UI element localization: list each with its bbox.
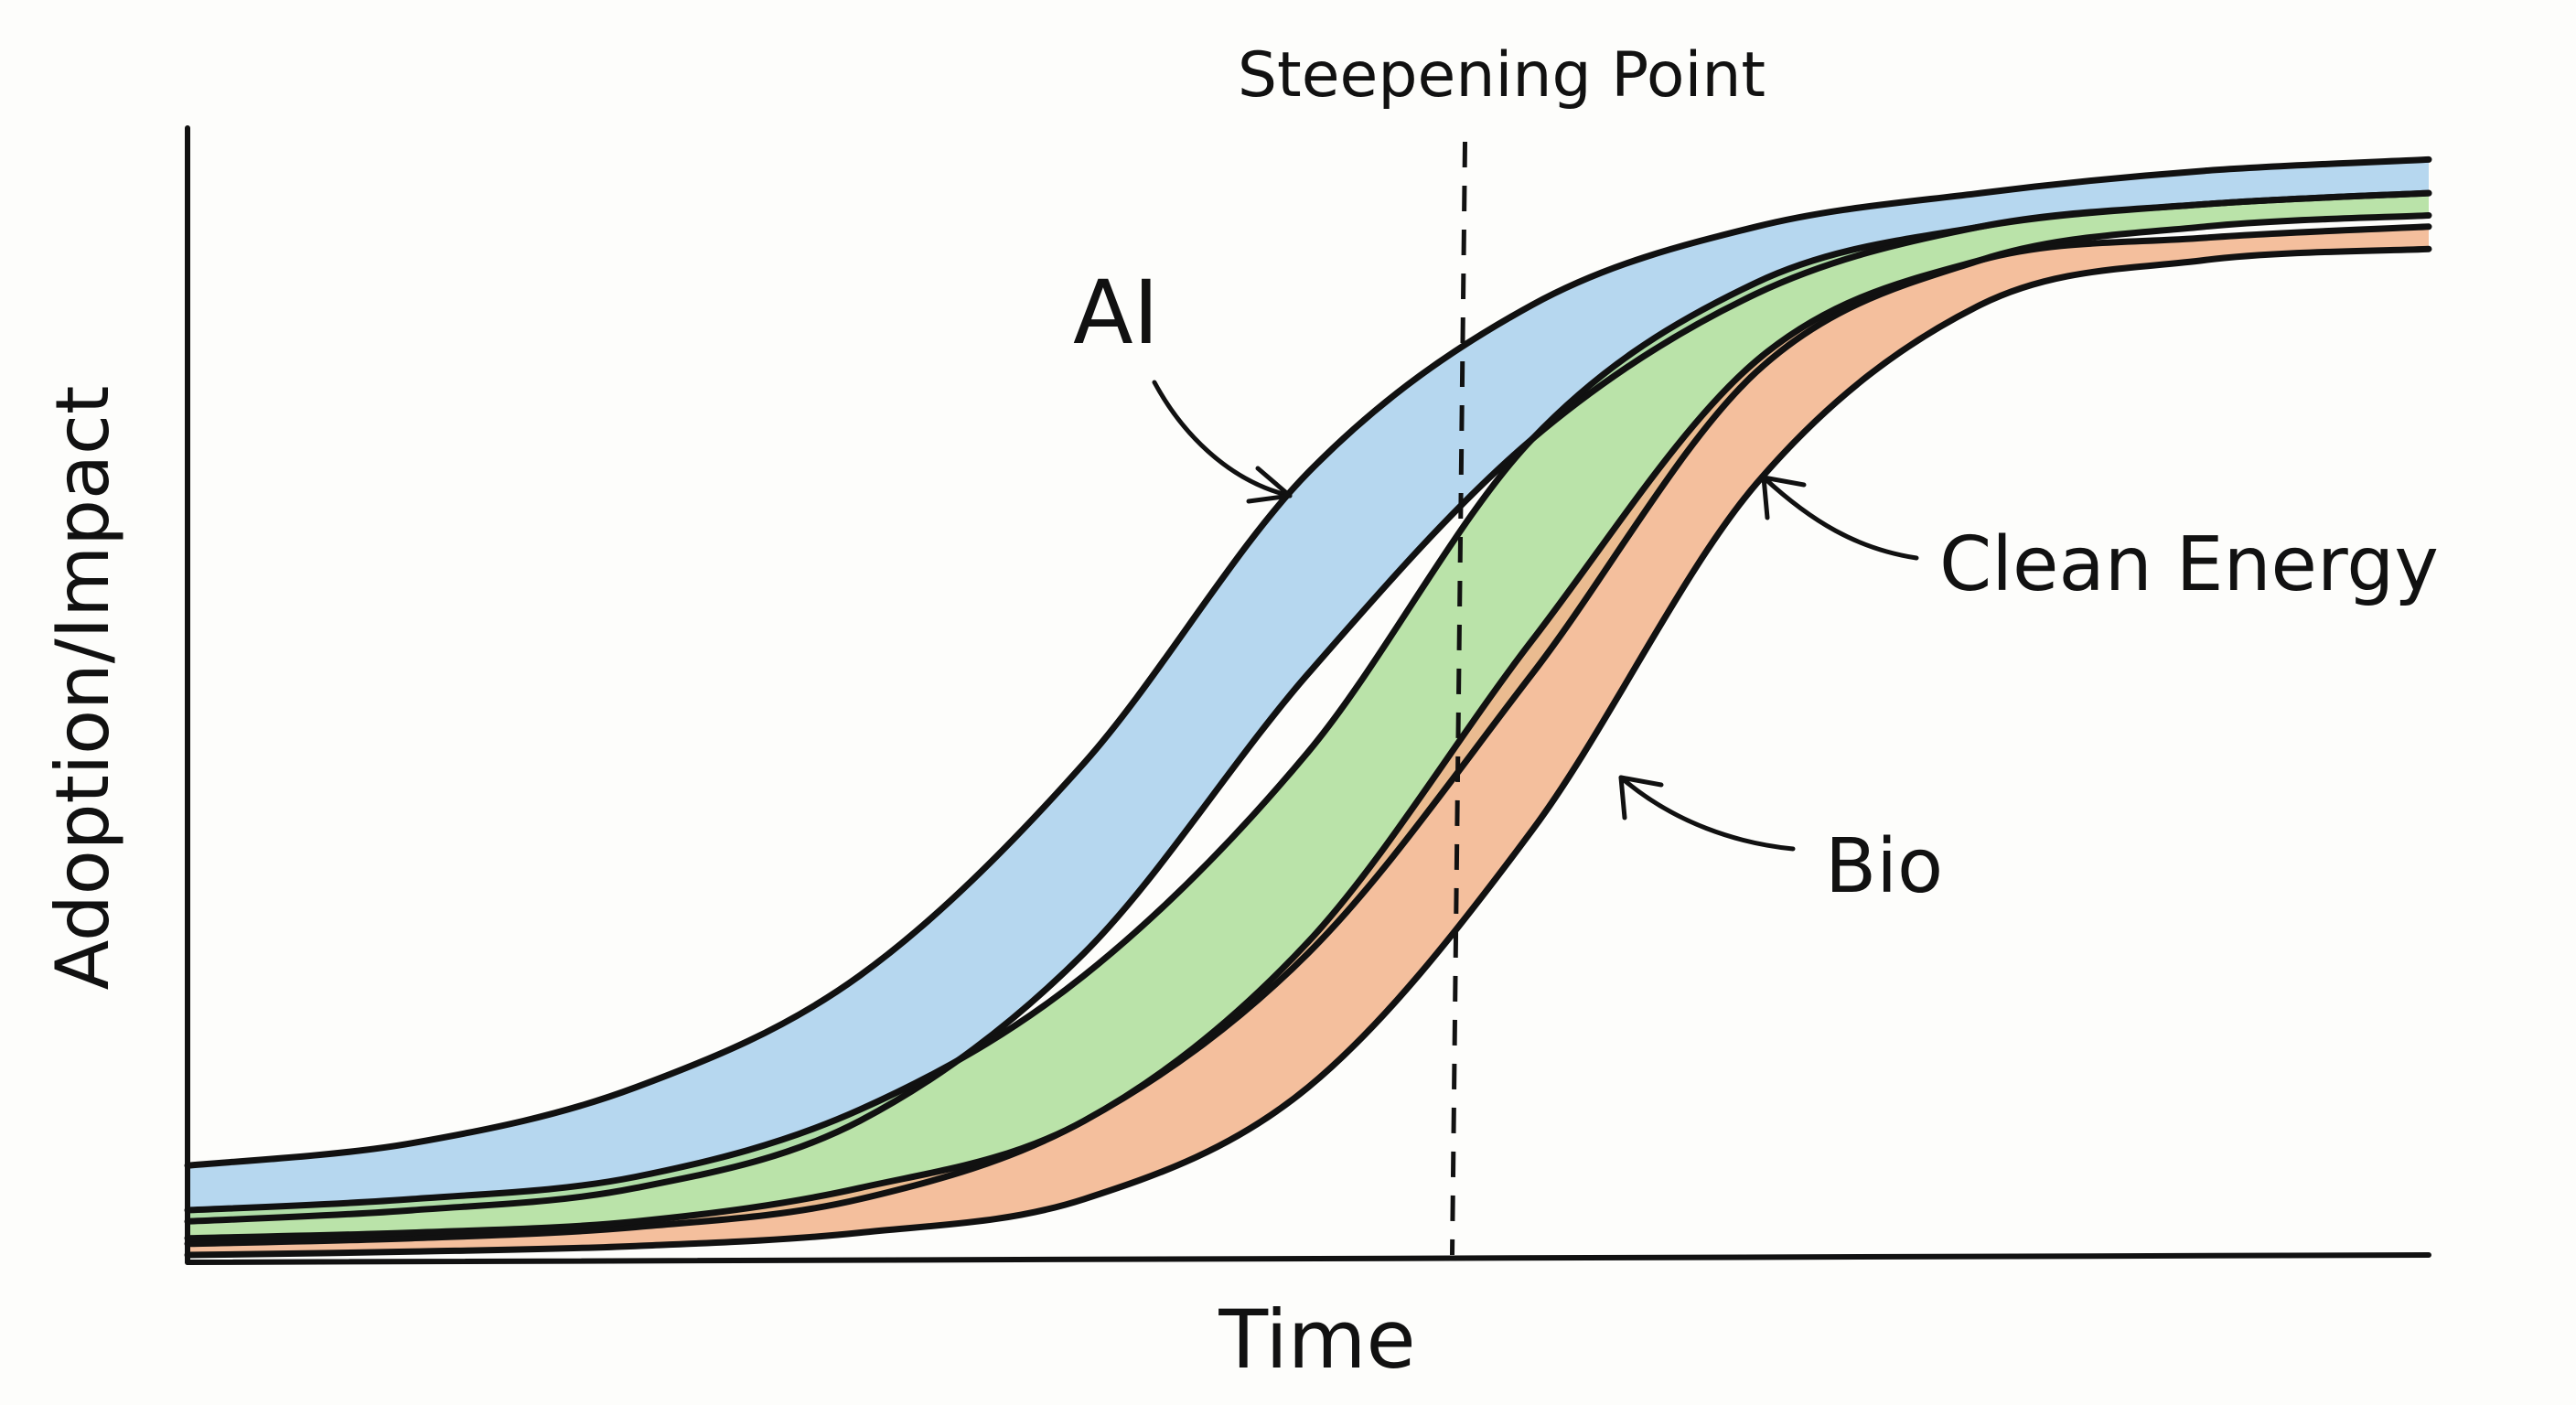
series-bands <box>184 156 2432 1259</box>
bio-arrow <box>1618 775 1796 852</box>
x-axis <box>185 1252 2431 1265</box>
bio-arrow-head <box>1618 775 1664 820</box>
bio-upper-line <box>184 223 2432 1242</box>
clean-energy-label: Clean Energy <box>1939 521 2439 608</box>
bio-lower-line <box>184 245 2432 1259</box>
clean-energy-arrow-head <box>1761 475 1807 520</box>
clean-energy-arrow <box>1761 475 1919 561</box>
ai-label: AI <box>1073 262 1159 364</box>
y-axis-label: Adoption/Impact <box>40 386 125 991</box>
bio-label: Bio <box>1825 823 1943 910</box>
ai-arrow-head <box>1246 466 1293 504</box>
x-axis-label: Time <box>1218 1292 1415 1387</box>
ai-arrow <box>1152 380 1293 499</box>
clean-energy-upper-line <box>184 189 2432 1214</box>
bio-band <box>188 226 2429 1255</box>
steepening-point-label: Steepening Point <box>1238 39 1766 112</box>
steepening-point-line <box>1450 141 1467 1256</box>
